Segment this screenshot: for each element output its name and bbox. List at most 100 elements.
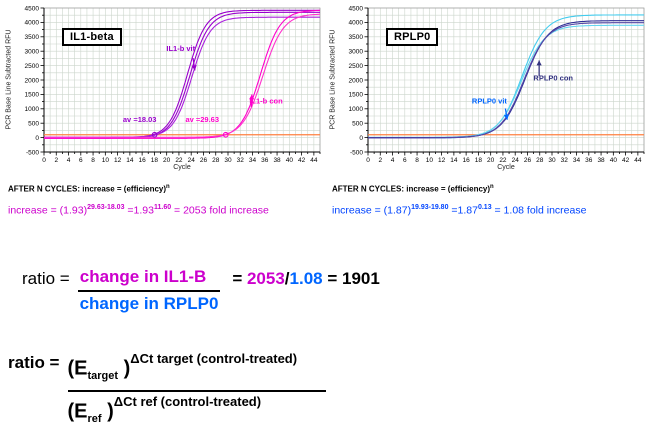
svg-text:RPLP0 vit: RPLP0 vit: [472, 97, 508, 106]
svg-text:500: 500: [28, 121, 39, 128]
svg-text:2: 2: [378, 157, 382, 164]
svg-text:0: 0: [35, 135, 39, 142]
svg-text:22: 22: [175, 157, 183, 164]
ratio-numerator-value: 2053: [246, 269, 285, 288]
svg-text:RPLP0 con: RPLP0 con: [533, 74, 573, 83]
svg-text:8: 8: [415, 157, 419, 164]
rplp0-x-axis-label: Cycle: [497, 164, 515, 171]
formula-label: ratio =: [8, 353, 60, 372]
ratio-label: ratio =: [22, 269, 70, 288]
svg-text:14: 14: [450, 157, 458, 164]
svg-text:42: 42: [622, 157, 630, 164]
svg-text:10: 10: [426, 157, 434, 164]
formula-numerator: (Etarget )ΔCt target (control-treated): [67, 351, 298, 383]
svg-text:40: 40: [286, 157, 294, 164]
svg-text:3000: 3000: [25, 49, 40, 56]
svg-text:34: 34: [249, 157, 257, 164]
il1beta-title-box: IL1-beta: [62, 28, 122, 46]
rplp0-column: PCR Base Line Subtracted RFU 0 2 4 6 8 10 12 14…: [324, 0, 648, 216]
rplp0-amplification-plot: 0 2 4 6 8 10 12 14 16 18 20 22 24 26 28 30 32 34 36 38 40 42 4…: [349, 5, 645, 164]
svg-text:0: 0: [42, 157, 46, 164]
il1beta-chart-area: PCR Base Line Subtracted RFU 0 2 4 6 8 10 12 14…: [0, 0, 324, 178]
svg-text:44: 44: [310, 157, 318, 164]
svg-text:30: 30: [224, 157, 232, 164]
svg-text:2500: 2500: [25, 63, 40, 70]
svg-text:26: 26: [200, 157, 208, 164]
svg-text:2: 2: [54, 157, 58, 164]
ratio-final-value: = 1901: [322, 269, 380, 288]
svg-text:20: 20: [163, 157, 171, 164]
svg-text:22: 22: [499, 157, 507, 164]
svg-text:34: 34: [573, 157, 581, 164]
svg-text:4000: 4000: [349, 20, 364, 27]
svg-text:-500: -500: [26, 149, 39, 156]
svg-text:4000: 4000: [25, 20, 40, 27]
svg-text:3500: 3500: [349, 34, 364, 41]
svg-text:36: 36: [261, 157, 269, 164]
svg-text:16: 16: [463, 157, 471, 164]
fraction-bar: [67, 390, 326, 393]
svg-text:1500: 1500: [25, 92, 40, 99]
svg-text:28: 28: [536, 157, 544, 164]
svg-text:2500: 2500: [349, 63, 364, 70]
il1beta-title: IL1-beta: [70, 31, 114, 43]
svg-text:18: 18: [151, 157, 159, 164]
svg-text:24: 24: [512, 157, 520, 164]
ratio-fraction: change in IL1-B change in RPLP0: [77, 267, 221, 314]
ratio-numerator: change in IL1-B: [77, 267, 221, 292]
il1b-fold-increase-equation: increase = (1.93)29.63-18.03 =1.9311.60 …: [8, 203, 269, 217]
formula-fraction: (Etarget )ΔCt target (control-treated) (…: [67, 351, 326, 425]
svg-text:6: 6: [79, 157, 83, 164]
il1beta-x-axis-label: Cycle: [173, 164, 191, 171]
svg-text:IL1-b con: IL1-b con: [249, 97, 283, 106]
svg-text:-500: -500: [350, 149, 363, 156]
ratio-denominator-value: 1.08: [289, 269, 323, 288]
svg-text:12: 12: [114, 157, 122, 164]
svg-text:6: 6: [403, 157, 407, 164]
svg-text:38: 38: [273, 157, 281, 164]
after-n-cycles-note-right: AFTER N CYCLES: increase = (efficiency)n: [332, 184, 494, 194]
svg-text:0: 0: [359, 135, 363, 142]
svg-text:4: 4: [67, 157, 71, 164]
rplp0-title-box: RPLP0: [386, 28, 439, 46]
svg-text:36: 36: [585, 157, 593, 164]
svg-text:30: 30: [548, 157, 556, 164]
svg-text:28: 28: [212, 157, 220, 164]
il1beta-column: PCR Base Line Subtracted RFU 0 2 4 6 8 10 12 14…: [0, 0, 324, 216]
svg-text:4500: 4500: [25, 5, 40, 12]
svg-text:av =18.03: av =18.03: [123, 115, 157, 124]
svg-text:0: 0: [366, 157, 370, 164]
svg-text:IL1-b vit: IL1-b vit: [166, 44, 195, 53]
svg-text:av =29.63: av =29.63: [185, 115, 219, 124]
svg-text:8: 8: [91, 157, 95, 164]
rplp0-fold-increase-equation: increase = (1.87)19.93-19.80 =1.870.13 =…: [332, 203, 587, 217]
efficiency-formula: ratio = (Etarget )ΔCt target (control-tr…: [8, 351, 326, 425]
efficiency-exponent: n: [166, 184, 170, 190]
svg-text:44: 44: [634, 157, 642, 164]
ratio-equation: ratio = change in IL1-B change in RPLP0 …: [22, 267, 380, 314]
svg-text:18: 18: [475, 157, 483, 164]
svg-text:42: 42: [298, 157, 306, 164]
svg-text:3000: 3000: [349, 49, 364, 56]
svg-text:24: 24: [188, 157, 196, 164]
svg-text:26: 26: [524, 157, 532, 164]
svg-text:3500: 3500: [25, 34, 40, 41]
svg-text:16: 16: [139, 157, 147, 164]
formula-denominator: (Eref )ΔCt ref (control-treated): [67, 394, 262, 425]
ratio-result: = 2053/1.08 = 1901: [232, 269, 380, 288]
rplp0-chart-area: PCR Base Line Subtracted RFU 0 2 4 6 8 10 12 14…: [324, 0, 648, 178]
svg-text:14: 14: [126, 157, 134, 164]
after-n-cycles-note-left: AFTER N CYCLES: increase = (efficiency)n: [8, 184, 324, 194]
svg-text:1000: 1000: [25, 106, 40, 113]
ratio-denominator: change in RPLP0: [79, 294, 219, 313]
svg-text:1500: 1500: [349, 92, 364, 99]
svg-text:1000: 1000: [349, 106, 364, 113]
svg-text:38: 38: [597, 157, 605, 164]
svg-text:10: 10: [102, 157, 110, 164]
rplp0-title: RPLP0: [394, 31, 431, 43]
svg-text:20: 20: [487, 157, 495, 164]
svg-text:4: 4: [391, 157, 395, 164]
il1beta-amplification-plot: 0 2 4 6 8 10 12 14 16 18 20 22 24 26 28 30 32 34 36 38 40 42 4…: [25, 5, 321, 164]
svg-text:40: 40: [610, 157, 618, 164]
